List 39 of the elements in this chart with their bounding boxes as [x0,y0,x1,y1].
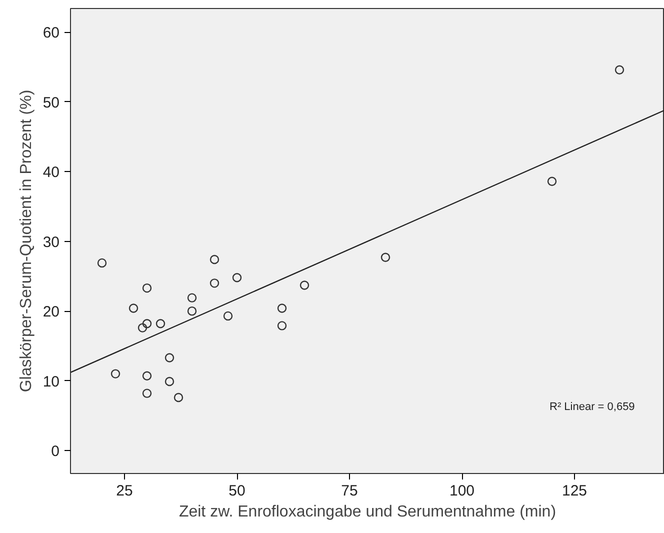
y-tick-label: 0 [51,442,60,460]
x-tick-label: 75 [341,482,358,500]
point [138,323,148,332]
point [164,376,174,386]
point [210,254,220,264]
point [110,369,120,378]
point [174,392,184,402]
point [300,280,310,290]
y-axis-title: Glaskörper-Serum-Quotient in Prozent (%) [18,90,35,392]
y-tick-label: 10 [42,373,60,390]
y-tick-label: 60 [42,24,60,42]
x-tick-label: 50 [228,482,246,500]
point [142,371,152,380]
point [142,388,152,398]
y-tick-label: 30 [42,234,60,251]
point [128,304,138,313]
point [614,65,624,74]
y-tick-label: 40 [42,164,60,182]
point [97,258,107,268]
point [223,311,233,321]
point [142,319,152,328]
point [164,353,174,362]
point [547,176,557,186]
point [187,306,197,316]
x-axis-title: Zeit zw. Enrofloxacingabe und Serumentnahme (min) [178,504,556,520]
point [277,304,287,313]
y-tick-label: 20 [42,304,60,321]
point [380,252,390,262]
point [210,278,220,288]
point [187,293,197,302]
point [232,273,242,282]
point [277,321,287,330]
x-tick-label: 25 [116,482,133,500]
point [142,283,152,293]
y-tick-label: 50 [42,94,60,112]
x-tick-label: 100 [449,482,475,500]
point [156,319,166,328]
x-tick-label: 125 [562,482,588,500]
annotation: R² Linear = 0,659 [549,401,635,414]
